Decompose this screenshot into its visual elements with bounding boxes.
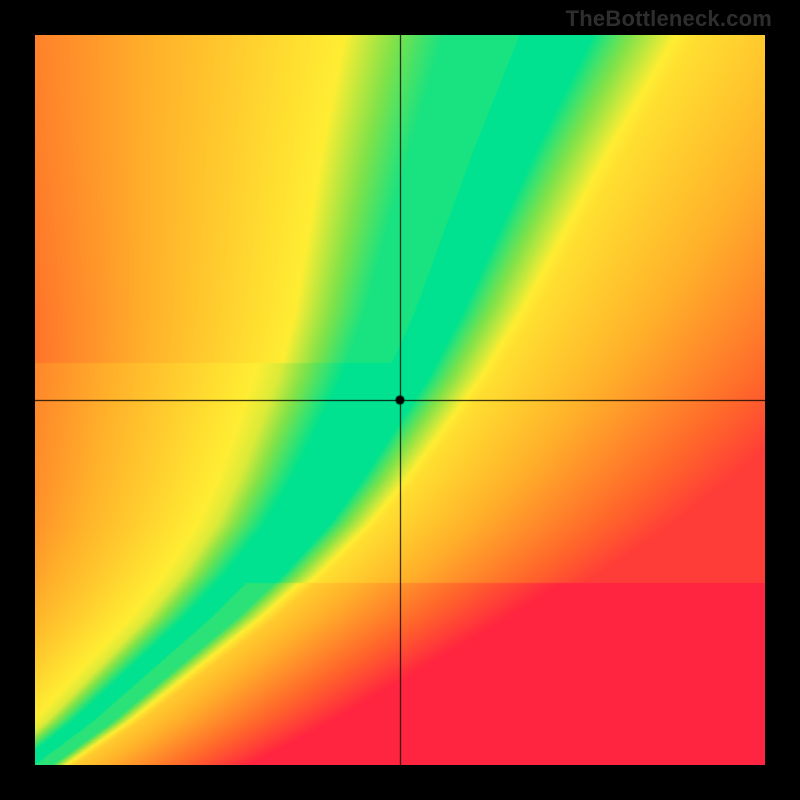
heatmap-canvas: [35, 35, 765, 765]
chart-container: TheBottleneck.com: [0, 0, 800, 800]
watermark-label: TheBottleneck.com: [566, 6, 772, 32]
